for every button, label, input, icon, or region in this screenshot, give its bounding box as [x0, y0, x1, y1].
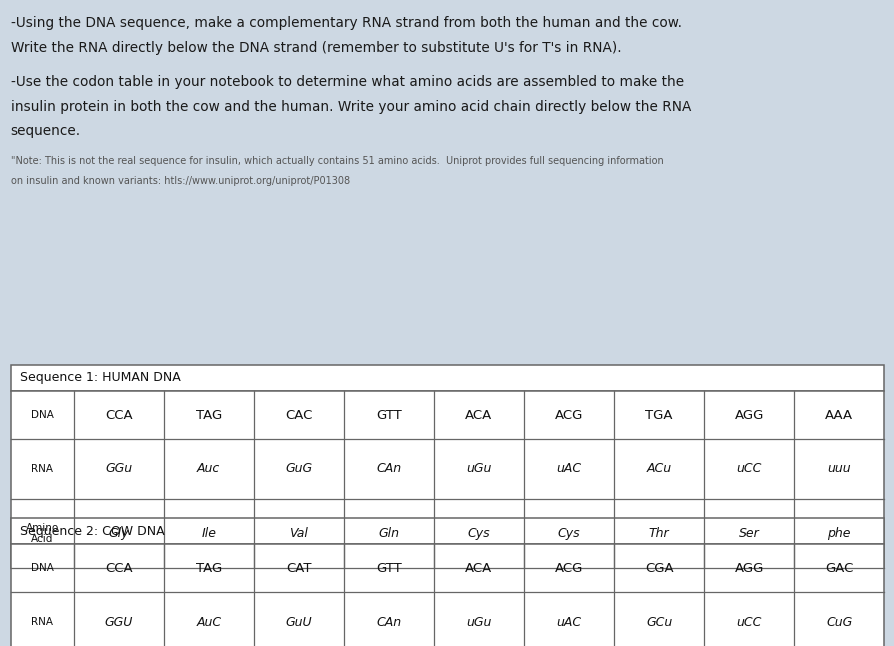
Text: CAC: CAC	[285, 408, 312, 422]
Text: Write the RNA directly below the DNA strand (remember to substitute U's for T's : Write the RNA directly below the DNA str…	[11, 41, 620, 55]
Bar	[11, 518, 883, 544]
Text: ACA: ACA	[465, 408, 492, 422]
Text: Cys: Cys	[467, 527, 490, 540]
Text: uCC: uCC	[736, 463, 761, 475]
Text: uuu: uuu	[826, 463, 850, 475]
Text: Val: Val	[289, 527, 308, 540]
Text: Thr: Thr	[648, 527, 669, 540]
Bar	[11, 544, 883, 646]
Text: Gln: Gln	[378, 527, 399, 540]
Text: RNA: RNA	[31, 617, 53, 627]
Text: -Use the codon table in your notebook to determine what amino acids are assemble: -Use the codon table in your notebook to…	[11, 75, 683, 89]
Text: AGG: AGG	[734, 408, 763, 422]
Text: uAC: uAC	[556, 463, 581, 475]
Text: TGA: TGA	[645, 408, 672, 422]
Text: on insulin and known variants: htls://www.uniprot.org/uniprot/P01308: on insulin and known variants: htls://ww…	[11, 176, 350, 186]
Text: phe: phe	[827, 527, 850, 540]
Text: Gly: Gly	[108, 527, 129, 540]
Text: CCA: CCA	[105, 561, 132, 575]
Text: ACG: ACG	[554, 561, 583, 575]
Text: AAA: AAA	[824, 408, 852, 422]
Text: DNA: DNA	[30, 563, 54, 573]
Text: ACA: ACA	[465, 561, 492, 575]
Text: Ile: Ile	[201, 527, 216, 540]
Text: CAn: CAn	[375, 463, 401, 475]
Text: TAG: TAG	[196, 561, 222, 575]
Text: GTT: GTT	[375, 561, 401, 575]
Text: AGG: AGG	[734, 561, 763, 575]
Text: CGA: CGA	[644, 561, 672, 575]
Text: Sequence 1: HUMAN DNA: Sequence 1: HUMAN DNA	[20, 371, 181, 384]
Text: sequence.: sequence.	[11, 124, 80, 138]
Text: uAC: uAC	[556, 616, 581, 629]
Text: insulin protein in both the cow and the human. Write your amino acid chain direc: insulin protein in both the cow and the …	[11, 99, 690, 114]
Text: -Using the DNA sequence, make a complementary RNA strand from both the human and: -Using the DNA sequence, make a compleme…	[11, 16, 681, 30]
Text: DNA: DNA	[30, 410, 54, 420]
Text: CAT: CAT	[286, 561, 311, 575]
Text: uGu: uGu	[466, 463, 491, 475]
Text: GCu: GCu	[645, 616, 671, 629]
Text: CCA: CCA	[105, 408, 132, 422]
Text: CAn: CAn	[375, 616, 401, 629]
Text: Cys: Cys	[557, 527, 579, 540]
Text: GGu: GGu	[105, 463, 132, 475]
Text: GuG: GuG	[285, 463, 312, 475]
Text: GAC: GAC	[824, 561, 853, 575]
Text: RNA: RNA	[31, 464, 53, 474]
Text: ACG: ACG	[554, 408, 583, 422]
Text: ACu: ACu	[645, 463, 670, 475]
Text: GTT: GTT	[375, 408, 401, 422]
Text: GGU: GGU	[105, 616, 132, 629]
Text: CuG: CuG	[825, 616, 851, 629]
Text: Auc: Auc	[197, 463, 220, 475]
Bar	[11, 365, 883, 391]
Text: uCC: uCC	[736, 616, 761, 629]
Text: TAG: TAG	[196, 408, 222, 422]
Text: Amino
Acid: Amino Acid	[26, 523, 59, 545]
Text: AuC: AuC	[196, 616, 221, 629]
Text: uGu: uGu	[466, 616, 491, 629]
Text: Ser: Ser	[738, 527, 759, 540]
Text: GuU: GuU	[285, 616, 312, 629]
Text: Sequence 2: COW DNA: Sequence 2: COW DNA	[20, 525, 164, 537]
Bar	[11, 391, 883, 568]
Text: "Note: This is not the real sequence for insulin, which actually contains 51 ami: "Note: This is not the real sequence for…	[11, 156, 662, 166]
